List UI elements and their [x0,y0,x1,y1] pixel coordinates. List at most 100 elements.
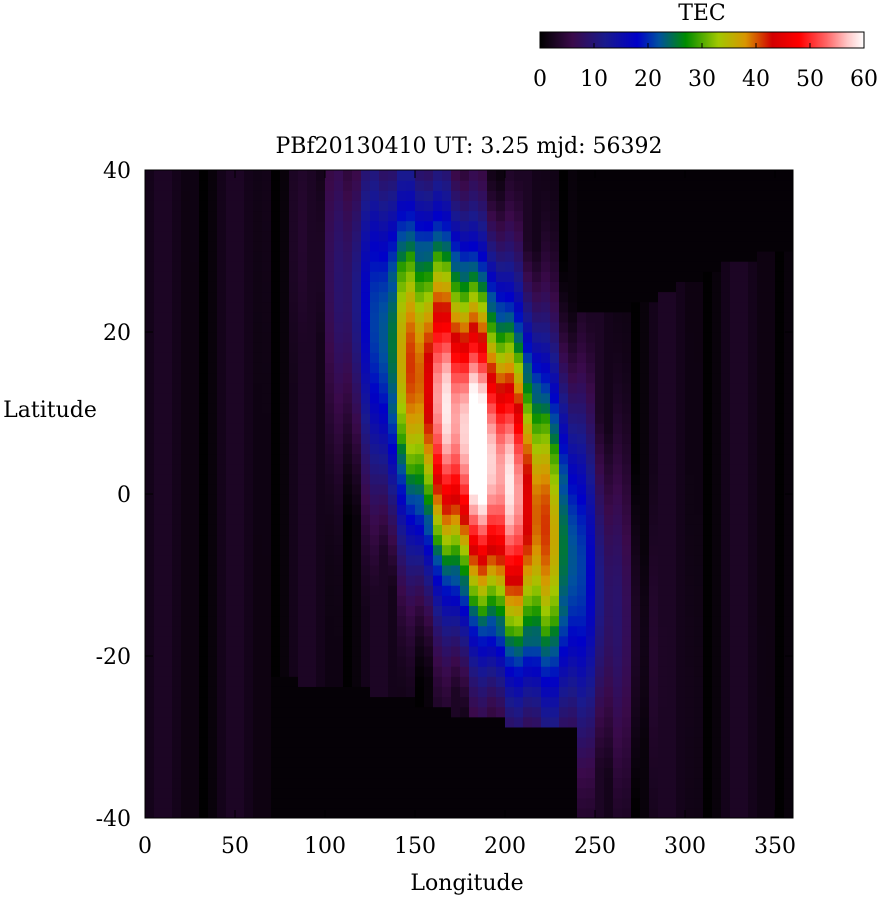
heatmap-cell [208,676,218,687]
heatmap-cell [631,767,641,779]
heatmap-cell [649,747,659,758]
heatmap-cell [316,291,326,303]
heatmap-cell [712,737,722,748]
heatmap-cell [226,575,236,586]
heatmap-cell [712,696,722,708]
heatmap-cell [550,220,560,232]
heatmap-cell [739,402,749,414]
heatmap-cell [523,190,533,201]
heatmap-cell [289,301,299,313]
heatmap-cell [424,504,434,515]
heatmap-cell [442,585,452,596]
heatmap-cell [208,170,218,181]
heatmap-cell [172,170,182,181]
heatmap-cell [595,686,605,698]
heatmap-cell [550,332,560,343]
heatmap-cell [280,251,290,262]
heatmap-cell [280,797,290,809]
heatmap-cell [451,453,461,465]
heatmap-cell [154,595,164,606]
heatmap-cell [784,534,793,546]
heatmap-cell [244,251,254,262]
heatmap-cell [604,575,614,586]
heatmap-cell [379,443,389,455]
heatmap-cell [307,453,317,465]
heatmap-cell [226,534,236,546]
heatmap-cell [748,291,758,303]
heatmap-cell [433,787,443,799]
heatmap-cell [415,595,425,606]
heatmap-cell [721,737,731,748]
heatmap-cell [370,767,380,779]
colorbar-tick-label: 30 [688,67,716,92]
heatmap-cell [505,504,515,515]
heatmap-cell [649,261,659,272]
heatmap-cell [325,534,335,546]
heatmap-cell [244,706,254,718]
heatmap-cell [541,635,551,647]
heatmap-cell [487,240,497,252]
heatmap-cell [748,737,758,748]
heatmap-cell [289,595,299,606]
heatmap-cell [667,595,677,606]
heatmap-cell [721,463,731,475]
heatmap-cell [370,777,380,789]
heatmap-cell [703,635,713,647]
heatmap-cell [784,372,793,384]
heatmap-cell [514,494,524,505]
heatmap-cell [748,585,758,596]
heatmap-cell [370,423,380,434]
heatmap-cell [433,423,443,434]
heatmap-cell [163,443,173,455]
heatmap-cell [442,504,452,515]
heatmap-cell [343,514,353,525]
heatmap-cell [766,635,776,647]
heatmap-cell [694,656,704,667]
heatmap-cell [640,220,650,232]
heatmap-cell [163,402,173,414]
heatmap-cell [361,180,371,191]
heatmap-cell [604,453,614,465]
heatmap-cell [397,585,407,596]
heatmap-cell [550,737,560,748]
heatmap-cell [190,747,200,758]
heatmap-cell [163,473,173,485]
heatmap-cell [397,342,407,353]
heatmap-cell [316,210,326,222]
heatmap-cell [271,332,281,343]
heatmap-cell [334,686,344,698]
heatmap-cell [541,200,551,212]
heatmap-cell [298,261,308,272]
heatmap-cell [604,443,614,455]
heatmap-cell [244,564,254,576]
heatmap-cell [316,342,326,353]
heatmap-cell [208,615,218,627]
heatmap-cell [604,311,614,323]
heatmap-cell [622,554,632,566]
heatmap-cell [172,301,182,313]
heatmap-cell [577,716,587,728]
heatmap-cell [253,504,263,515]
heatmap-cell [397,463,407,475]
heatmap-cell [352,544,362,556]
heatmap-cell [514,321,524,333]
heatmap-cell [334,230,344,242]
heatmap-cell [640,797,650,809]
heatmap-cell [766,767,776,779]
heatmap-cell [460,747,470,758]
heatmap-cell [658,494,668,505]
heatmap-cell [253,747,263,758]
heatmap-cell [532,170,542,181]
heatmap-cell [721,362,731,374]
heatmap-cell [523,605,533,617]
heatmap-cell [703,190,713,201]
heatmap-cell [775,453,785,465]
heatmap-cell [730,453,740,465]
heatmap-cell [298,645,308,657]
heatmap-cell [757,726,767,738]
heatmap-cell [460,332,470,343]
heatmap-cell [298,281,308,293]
heatmap-cell [280,392,290,404]
heatmap-cell [559,180,569,191]
heatmap-cell [370,625,380,637]
